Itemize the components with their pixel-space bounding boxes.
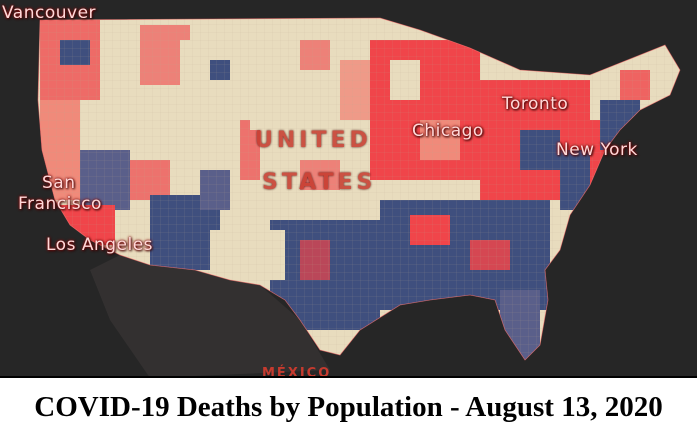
country-label-mexico: MÉXICO [262, 366, 332, 378]
city-label-chicago: Chicago [412, 121, 484, 141]
city-label-vancouver: Vancouver [2, 3, 97, 23]
map-caption: COVID-19 Deaths by Population - August 1… [34, 390, 663, 423]
city-label-new-york: New York [556, 140, 638, 160]
us-border [37, 17, 681, 361]
mexico-land [90, 255, 330, 376]
country-label-us-line2: STATES [262, 170, 377, 195]
choropleth-map [37, 17, 681, 376]
city-label-toronto: Toronto [502, 94, 569, 114]
city-label-san-francisco-line1: San [42, 173, 76, 193]
country-label-us-line1: UNITED [255, 128, 372, 153]
city-label-san-francisco-line2: Francisco [18, 194, 102, 214]
city-label-los-angeles: Los Angeles [46, 235, 154, 255]
map-view[interactable]: UNITED STATES MÉXICO Vancouver San Franc… [0, 0, 697, 378]
